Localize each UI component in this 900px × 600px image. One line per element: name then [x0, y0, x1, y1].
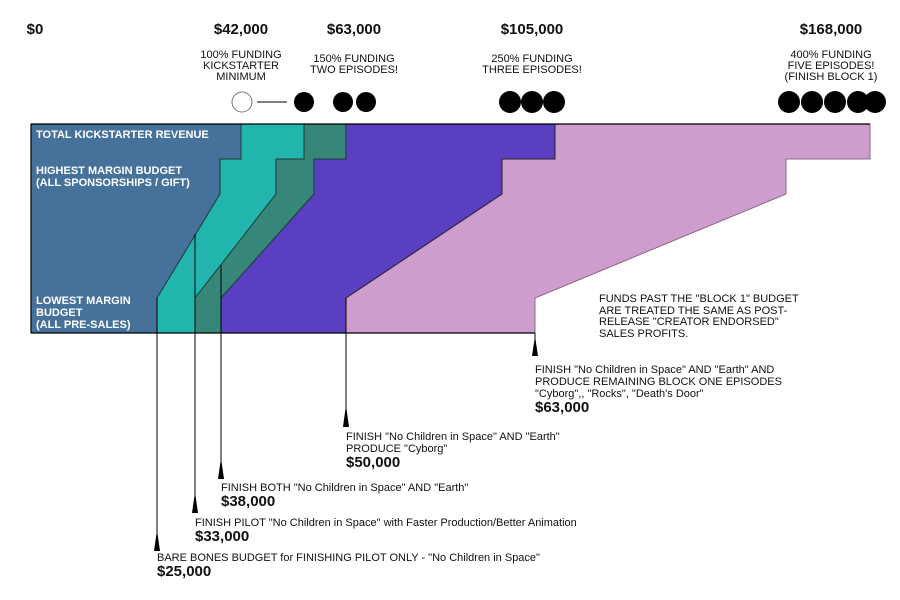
- milestone-desc-400pct: 400% FUNDING FIVE EPISODES! (FINISH BLOC…: [761, 50, 900, 83]
- label-highest-margin: HIGHEST MARGIN BUDGET (ALL SPONSORSHIPS …: [36, 165, 190, 189]
- note-line: SALES PROFITS.: [599, 327, 689, 340]
- label-line: HIGHEST MARGIN BUDGET: [36, 165, 183, 177]
- open-circle-icon: [231, 91, 253, 113]
- milestone-amount-0: $0: [26, 21, 44, 38]
- arrow-up-icon: [343, 405, 349, 427]
- filled-circle-icon: [543, 91, 565, 113]
- annotation-text: BARE BONES BUDGET for FINISHING PILOT ON…: [157, 552, 540, 564]
- annotation-amount: $50,000: [346, 454, 401, 471]
- desc-line: TWO EPISODES!: [309, 64, 398, 76]
- desc-line: 400% FUNDING: [790, 49, 872, 61]
- filled-circle-icon: [333, 92, 353, 112]
- arrow-up-icon: [154, 530, 160, 551]
- milestone-desc-100pct: 100% FUNDING KICKSTARTER MINIMUM: [171, 50, 311, 83]
- filled-circle-icon: [521, 91, 543, 113]
- note-line: RELEASE "CREATOR ENDORSED": [599, 316, 779, 328]
- label-line: BUDGET: [36, 307, 83, 319]
- milestone-amount-105000: $105,000: [500, 21, 564, 38]
- desc-line: (FINISH BLOCK 1): [784, 71, 878, 83]
- filled-circle-icon: [824, 91, 846, 113]
- block1-note: FUNDS PAST THE "BLOCK 1" BUDGET ARE TREA…: [599, 293, 839, 340]
- filled-circle-icon: [356, 92, 376, 112]
- filled-circle-icon: [864, 91, 886, 113]
- episode-dots: [231, 91, 886, 113]
- note-line: ARE TREATED THE SAME AS POST-: [599, 304, 788, 317]
- label-total-revenue: TOTAL KICKSTARTER REVENUE: [36, 129, 209, 141]
- milestone-desc-250pct: 250% FUNDING THREE EPISODES!: [462, 54, 602, 76]
- desc-line: FIVE EPISODES!: [787, 60, 875, 72]
- desc-line: 150% FUNDING: [313, 53, 395, 65]
- desc-line: 250% FUNDING: [491, 53, 573, 65]
- label-line: (ALL PRE-SALES): [36, 319, 131, 331]
- annotation-amount: $33,000: [195, 528, 250, 545]
- arrow-up-icon: [532, 336, 538, 356]
- label-line: LOWEST MARGIN: [36, 295, 131, 307]
- annotation-text: FINISH PILOT "No Children in Space" with…: [195, 517, 577, 529]
- leader-lines: [156, 234, 536, 535]
- annotation-text: FINISH "No Children in Space" AND "Earth…: [535, 364, 775, 376]
- filled-circle-icon: [847, 91, 869, 113]
- desc-line: MINIMUM: [216, 71, 266, 83]
- annotation-text: FINISH BOTH "No Children in Space" AND "…: [221, 482, 469, 494]
- filled-circle-icon: [801, 91, 823, 113]
- annotation-amount: $63,000: [535, 399, 590, 416]
- annotation-text: PRODUCE "Cyborg": [346, 443, 448, 455]
- annotation-text: PRODUCE REMAINING BLOCK ONE EPISODES: [535, 376, 782, 388]
- desc-line: 100% FUNDING: [200, 49, 282, 61]
- milestone-amount-63000: $63,000: [326, 21, 382, 38]
- filled-circle-icon: [294, 92, 314, 112]
- desc-line: THREE EPISODES!: [482, 64, 582, 76]
- label-line: (ALL SPONSORSHIPS / GIFT): [36, 177, 190, 189]
- arrow-up-icon: [218, 458, 224, 479]
- annotation-text: "Cyborg",, "Rocks", "Death's Door": [535, 388, 704, 400]
- note-line: FUNDS PAST THE "BLOCK 1" BUDGET: [599, 293, 799, 305]
- annotation-text: FINISH "No Children in Space" AND "Earth…: [346, 431, 560, 443]
- milestone-amount-42000: $42,000: [213, 21, 269, 38]
- annotation-amount: $25,000: [157, 563, 212, 580]
- annotation-amount: $38,000: [221, 493, 276, 510]
- arrow-up-icon: [192, 492, 198, 513]
- filled-circle-icon: [778, 91, 800, 113]
- milestone-desc-150pct: 150% FUNDING TWO EPISODES!: [284, 54, 424, 76]
- filled-circle-icon: [499, 91, 521, 113]
- desc-line: KICKSTARTER: [203, 60, 279, 72]
- label-lowest-margin: LOWEST MARGIN BUDGET (ALL PRE-SALES): [36, 295, 131, 331]
- milestone-amount-168000: $168,000: [799, 21, 863, 38]
- arrowheads: [154, 336, 538, 551]
